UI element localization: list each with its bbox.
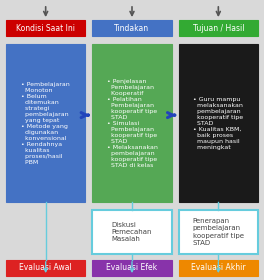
Bar — [179, 20, 258, 36]
Bar — [6, 20, 85, 36]
Text: Tindakan: Tindakan — [114, 24, 150, 32]
Bar — [179, 44, 258, 202]
Bar — [92, 260, 172, 276]
Text: Evaluasi Efek: Evaluasi Efek — [106, 263, 158, 272]
Bar — [6, 260, 85, 276]
Text: Kondisi Saat Ini: Kondisi Saat Ini — [16, 24, 75, 32]
Bar — [179, 210, 258, 254]
Bar — [92, 44, 172, 202]
Text: • Pembelajaran
  Monoton
• Belum
  ditemukan
  strategi
  pembelajaran
  yang te: • Pembelajaran Monoton • Belum ditemukan… — [21, 81, 70, 165]
Text: Evaluasi Akhir: Evaluasi Akhir — [191, 263, 246, 272]
Text: Evaluasi Awal: Evaluasi Awal — [19, 263, 72, 272]
Bar — [6, 44, 85, 202]
Text: Tujuan / Hasil: Tujuan / Hasil — [192, 24, 244, 32]
Text: Penerapan
pembelajaran
kooperatif tipe
STAD: Penerapan pembelajaran kooperatif tipe S… — [193, 218, 244, 246]
Text: • Guru mampu
  melaksanakan
  pembelajaran
  kooperatif tipe
  STAD
• Kualitas K: • Guru mampu melaksanakan pembelajaran k… — [193, 97, 243, 150]
Text: • Penjelasan
  Pembelajaran
  Kooperatif
• Pelatihan
  Pembelajaran
  kooperatif: • Penjelasan Pembelajaran Kooperatif • P… — [107, 78, 157, 167]
Bar — [179, 260, 258, 276]
Bar — [92, 20, 172, 36]
Bar — [92, 210, 172, 254]
Text: Diskusi
Pemecahan
Masalah: Diskusi Pemecahan Masalah — [112, 222, 152, 242]
